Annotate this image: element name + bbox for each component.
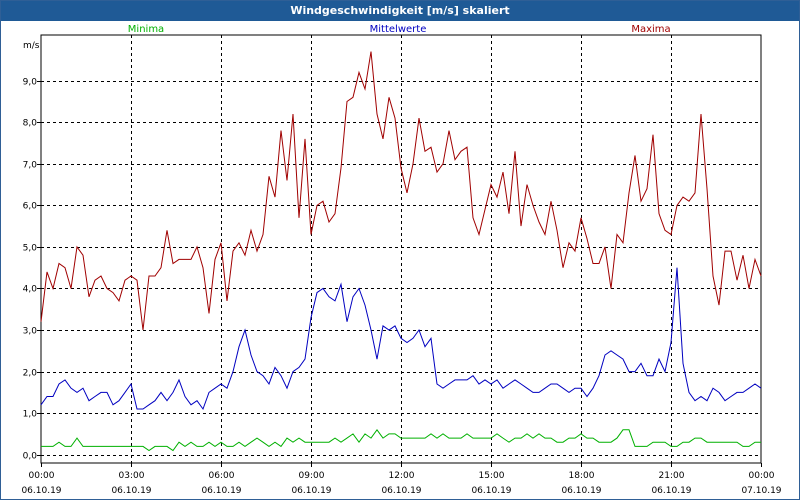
y-tick-label: 0,0 <box>23 452 38 462</box>
x-tick-date-label: 07.10.19 <box>741 486 781 496</box>
x-tick-date-label: 06.10.19 <box>291 486 331 496</box>
x-tick-time-label: 18:00 <box>569 471 595 481</box>
x-tick-date-label: 06.10.19 <box>381 486 421 496</box>
y-tick-label: 7,0 <box>23 161 38 171</box>
x-tick-time-label: 09:00 <box>299 471 325 481</box>
x-tick-time-label: 03:00 <box>119 471 145 481</box>
x-tick-time-label: 06:00 <box>209 471 235 481</box>
legend-minima: Minima <box>127 24 165 35</box>
y-tick-label: 6,0 <box>23 202 38 212</box>
y-tick-label: 3,0 <box>23 327 38 337</box>
x-tick-date-label: 06.10.19 <box>21 486 61 496</box>
y-tick-label: 4,0 <box>23 285 38 295</box>
x-tick-date-label: 06.10.19 <box>111 486 151 496</box>
window-title: Windgeschwindigkeit [m/s] skaliert <box>1 1 799 21</box>
legend-maxima: Maxima <box>631 24 671 35</box>
series-line-minima <box>41 428 761 452</box>
x-tick-time-label: 00:00 <box>749 471 775 481</box>
y-axis-unit-label: m/s <box>23 41 40 51</box>
plot-frame <box>40 34 762 464</box>
y-tick-label: 9,0 <box>23 78 38 88</box>
y-tick-label: 1,0 <box>23 410 38 420</box>
series-line-mittelwerte <box>40 267 762 411</box>
x-tick-date-label: 06.10.19 <box>651 486 691 496</box>
x-tick-time-label: 12:00 <box>389 471 415 481</box>
x-tick-date-label: 06.10.19 <box>561 486 601 496</box>
y-tick-label: 2,0 <box>23 369 38 379</box>
x-tick-time-label: 21:00 <box>659 471 685 481</box>
legend-mittelwerte: Mittelwerte <box>369 24 427 35</box>
y-tick-label: 5,0 <box>23 244 38 254</box>
x-tick-date-label: 06.10.19 <box>201 486 241 496</box>
y-tick-label: 8,0 <box>23 119 38 129</box>
x-tick-time-label: 00:00 <box>29 471 55 481</box>
series-line-maxima <box>40 51 762 331</box>
x-tick-date-label: 06.10.19 <box>471 486 511 496</box>
x-tick-time-label: 15:00 <box>479 471 505 481</box>
